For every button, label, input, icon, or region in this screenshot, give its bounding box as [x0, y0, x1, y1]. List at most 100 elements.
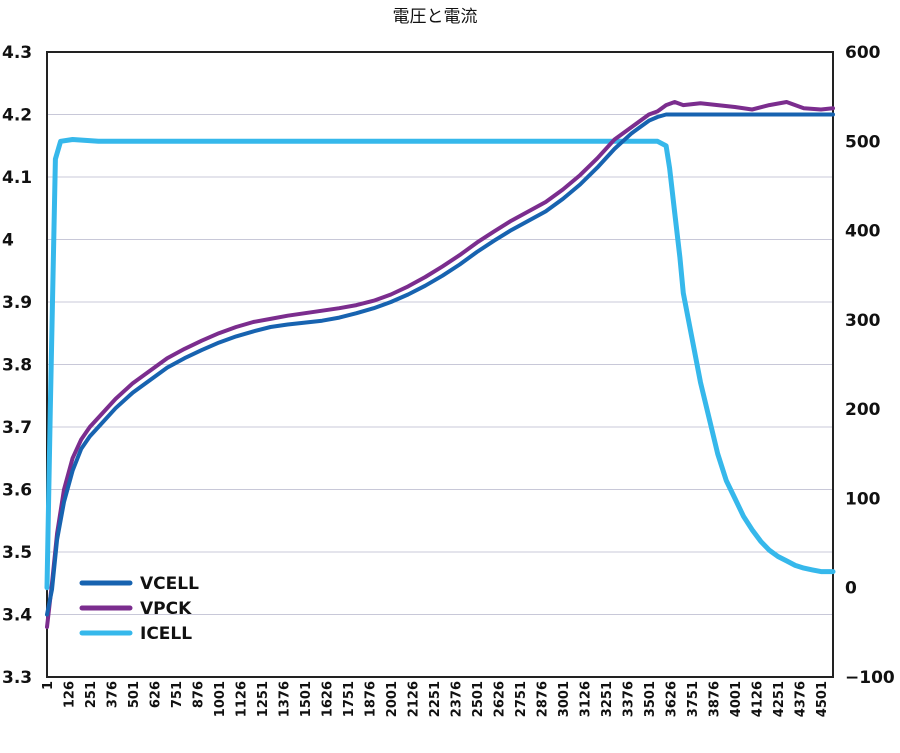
x-tick-label: 2751 [514, 681, 529, 717]
x-tick-label: 1126 [235, 681, 250, 717]
x-tick-label: 3751 [686, 681, 701, 717]
x-tick: 376 [106, 681, 121, 708]
x-tick: 251 [84, 681, 99, 708]
x-tick-label: 1501 [299, 681, 314, 717]
x-tick-label: 2126 [407, 681, 422, 717]
legend: VCELL VPCK ICELL [79, 574, 199, 644]
right-axis-ticks: −100 0 100 200 300 400 500 600 [845, 43, 895, 688]
x-tick: 2126 [407, 681, 422, 717]
x-tick: 2376 [450, 681, 465, 717]
right-tick-label: 500 [845, 132, 881, 152]
x-tick: 1001 [213, 681, 228, 717]
series-layer [44, 100, 836, 629]
x-tick-label: 2001 [385, 681, 400, 717]
x-tick: 2751 [514, 681, 529, 717]
x-tick-label: 3876 [708, 681, 723, 717]
x-tick-label: 1626 [321, 681, 336, 717]
right-tick-label: −100 [845, 668, 895, 688]
x-tick: 876 [192, 681, 207, 708]
x-tick: 2001 [385, 681, 400, 717]
x-tick: 2876 [536, 681, 551, 717]
x-tick: 2626 [493, 681, 508, 717]
left-tick-label: 3.4 [2, 606, 32, 626]
x-tick-label: 1876 [364, 681, 379, 717]
x-tick: 3126 [579, 681, 594, 717]
x-tick-label: 1001 [213, 681, 228, 717]
x-tick-label: 3376 [622, 681, 637, 717]
legend-label: ICELL [140, 624, 192, 644]
x-tick-label: 4501 [815, 681, 830, 717]
x-tick-label: 376 [106, 681, 121, 708]
x-tick-label: 1751 [342, 681, 357, 717]
left-tick-label: 3.9 [2, 293, 32, 313]
x-tick: 3001 [557, 681, 572, 717]
x-tick: 1126 [235, 681, 250, 717]
x-tick-label: 2251 [428, 681, 443, 717]
x-tick: 1376 [278, 681, 293, 717]
right-tick-label: 300 [845, 311, 881, 331]
left-tick-label: 3.8 [2, 356, 32, 376]
legend-item-icell: ICELL [79, 624, 192, 644]
left-tick-label: 3.6 [2, 481, 32, 501]
x-tick-label: 4001 [729, 681, 744, 717]
x-tick-label: 2501 [471, 681, 486, 717]
left-tick-label: 4 [2, 231, 14, 251]
x-tick: 1501 [299, 681, 314, 717]
x-tick: 126 [63, 681, 78, 708]
x-tick-label: 251 [84, 681, 99, 708]
x-tick-label: 2376 [450, 681, 465, 717]
plot-frame [46, 51, 834, 678]
legend-label: VPCK [140, 599, 192, 619]
left-axis-ticks: 3.3 3.4 3.5 3.6 3.7 3.8 3.9 4 4.1 4.2 4.3 [2, 43, 32, 688]
x-tick: 1251 [256, 681, 271, 717]
x-tick-label: 4126 [751, 681, 766, 717]
x-tick-label: 1251 [256, 681, 271, 717]
x-tick-label: 3501 [643, 681, 658, 717]
left-tick-label: 3.3 [2, 668, 32, 688]
x-tick: 3876 [708, 681, 723, 717]
right-tick-label: 0 [845, 579, 857, 599]
series-icell-line [44, 137, 836, 591]
x-tick-label: 501 [127, 681, 142, 708]
x-tick-label: 2876 [536, 681, 551, 717]
left-tick-label: 4.1 [2, 168, 32, 188]
x-tick: 2501 [471, 681, 486, 717]
x-tick-label: 1376 [278, 681, 293, 717]
x-tick-label: 4376 [794, 681, 809, 717]
x-tick: 3251 [600, 681, 615, 717]
series-vpck-line [45, 100, 835, 629]
left-tick-label: 4.3 [2, 43, 32, 63]
legend-label: VCELL [140, 574, 199, 594]
right-tick-label: 100 [845, 489, 881, 509]
x-tick-label: 626 [149, 681, 164, 708]
x-tick: 4376 [794, 681, 809, 717]
x-tick-label: 1 [41, 681, 56, 690]
x-tick: 4251 [772, 681, 787, 717]
x-axis-ticks: 1 126 251 376 501 626 751 876 1001 1126 1251 1376 15… [41, 681, 830, 717]
x-tick-label: 3251 [600, 681, 615, 717]
right-tick-label: 200 [845, 400, 881, 420]
x-tick: 3376 [622, 681, 637, 717]
x-tick: 3751 [686, 681, 701, 717]
x-tick: 3501 [643, 681, 658, 717]
x-tick: 751 [170, 681, 185, 708]
x-tick: 1626 [321, 681, 336, 717]
x-tick-label: 2626 [493, 681, 508, 717]
x-tick: 4001 [729, 681, 744, 717]
x-tick-label: 4251 [772, 681, 787, 717]
x-tick: 1 [41, 681, 56, 690]
x-tick: 626 [149, 681, 164, 708]
x-tick: 1876 [364, 681, 379, 717]
x-tick-label: 876 [192, 681, 207, 708]
x-tick: 2251 [428, 681, 443, 717]
x-tick-label: 3126 [579, 681, 594, 717]
left-tick-label: 4.2 [2, 106, 32, 126]
x-tick: 1751 [342, 681, 357, 717]
left-tick-label: 3.5 [2, 543, 32, 563]
chart-title: 電圧と電流 [393, 7, 478, 27]
x-tick: 501 [127, 681, 142, 708]
x-tick-label: 126 [63, 681, 78, 708]
x-tick: 3626 [665, 681, 680, 717]
legend-item-vcell: VCELL [79, 574, 199, 594]
